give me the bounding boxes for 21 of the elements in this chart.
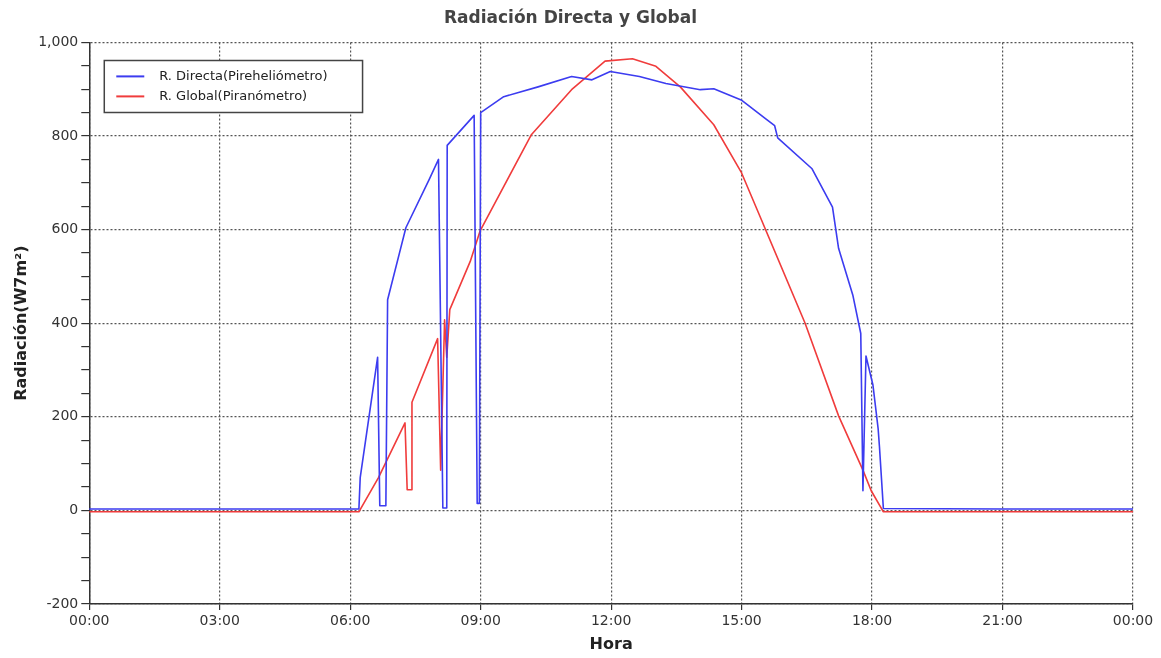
x-tick-label: 00:00 [1112,612,1154,629]
x-tick-label: 21:00 [982,612,1023,629]
chart-title: Radiación Directa y Global [443,6,698,27]
x-tick-label: 15:00 [721,612,762,629]
legend-label: R. Global(Piranómetro) [159,87,308,103]
y-tick-label: 600 [51,220,79,237]
x-tick-label: 03:00 [199,612,240,629]
x-tick-label: 18:00 [851,612,893,629]
y-tick-label: 200 [51,407,79,424]
x-tick-label: 12:00 [590,612,632,629]
y-tick-label: 1,000 [38,33,79,50]
x-tick-label: 00:00 [69,612,110,629]
y-tick-label: 400 [51,313,79,330]
x-axis-title: Hora [589,633,633,653]
x-tick-label: 06:00 [330,612,371,629]
y-axis-title: Radiación(W7m²) [10,245,30,401]
y-tick-label: 800 [51,126,79,143]
x-tick-label: 09:00 [460,612,501,629]
y-tick-label: -200 [46,594,79,611]
legend-label: R. Directa(Pireheliómetro) [159,67,328,83]
y-tick-label: 0 [69,501,79,518]
